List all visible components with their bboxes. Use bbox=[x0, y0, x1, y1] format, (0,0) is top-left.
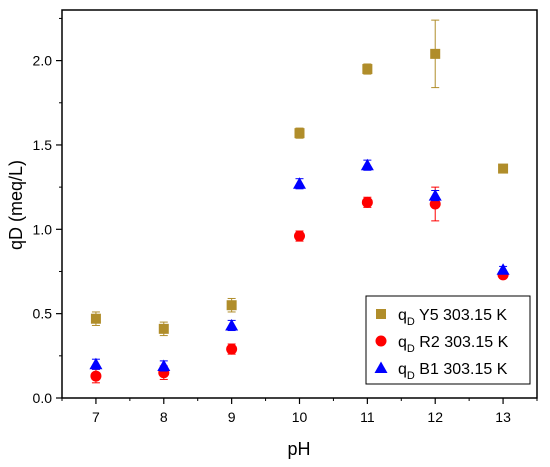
x-tick-label: 11 bbox=[360, 409, 375, 425]
data-point bbox=[294, 230, 305, 242]
legend-label-prefix: q bbox=[398, 361, 407, 378]
data-point bbox=[496, 263, 510, 275]
data-point bbox=[226, 300, 237, 311]
data-point bbox=[430, 48, 441, 59]
y-axis-title: qD (meq/L) bbox=[6, 160, 26, 250]
legend-marker bbox=[376, 309, 386, 319]
x-tick-label: 9 bbox=[228, 409, 236, 425]
y-axis-ticks: 0.0 0.5 1.0 1.5 2.0 bbox=[33, 17, 62, 406]
y-tick-label: 2.0 bbox=[33, 53, 53, 69]
legend-label-rest: R2 303.15 K bbox=[415, 334, 509, 351]
y-tick-label: 0.5 bbox=[33, 306, 53, 322]
series-layer bbox=[89, 19, 510, 384]
y-tick-label: 0.0 bbox=[33, 390, 53, 406]
data-point bbox=[360, 158, 374, 171]
data-point bbox=[226, 343, 238, 355]
legend-label: qD B1 303.15 K bbox=[398, 361, 508, 382]
x-tick-label: 12 bbox=[427, 409, 443, 425]
y-tick-label: 1.0 bbox=[33, 221, 53, 237]
data-point bbox=[362, 64, 373, 75]
x-tick-label: 8 bbox=[160, 409, 168, 425]
data-point bbox=[157, 359, 171, 371]
legend-label-rest: B1 303.15 K bbox=[415, 361, 508, 378]
data-point bbox=[294, 128, 305, 139]
data-point bbox=[90, 313, 101, 324]
data-point bbox=[429, 198, 441, 210]
x-tick-label: 10 bbox=[292, 409, 308, 425]
legend-label-prefix: q bbox=[398, 307, 407, 324]
legend-marker bbox=[375, 335, 387, 347]
legend-label: qD R2 303.15 K bbox=[398, 334, 509, 355]
data-point bbox=[428, 189, 442, 201]
data-point bbox=[293, 177, 306, 189]
legend-label-subscript: D bbox=[407, 316, 415, 328]
legend-label: qD Y5 303.15 K bbox=[398, 307, 507, 328]
legend-marker bbox=[374, 361, 388, 373]
x-tick-label: 13 bbox=[495, 409, 511, 425]
series-circle bbox=[90, 186, 509, 384]
legend: qD Y5 303.15 KqD R2 303.15 KqD B1 303.15… bbox=[365, 295, 531, 385]
data-point bbox=[158, 323, 169, 334]
legend-label-rest: Y5 303.15 K bbox=[415, 307, 508, 324]
data-point bbox=[498, 163, 509, 174]
legend-label-subscript: D bbox=[407, 370, 415, 382]
data-point bbox=[89, 357, 103, 370]
data-point bbox=[90, 370, 102, 382]
x-tick-label: 7 bbox=[92, 409, 100, 425]
series-triangle bbox=[89, 158, 510, 372]
x-axis-title: pH bbox=[287, 439, 310, 459]
series-square bbox=[90, 19, 509, 337]
legend-box bbox=[365, 295, 531, 385]
legend-label-prefix: q bbox=[398, 334, 407, 351]
data-point bbox=[361, 196, 373, 208]
y-tick-label: 1.5 bbox=[33, 137, 53, 153]
x-axis-ticks: 7 8 9 10 11 12 13 bbox=[61, 398, 538, 425]
legend-label-subscript: D bbox=[407, 343, 415, 355]
data-point bbox=[225, 318, 239, 331]
